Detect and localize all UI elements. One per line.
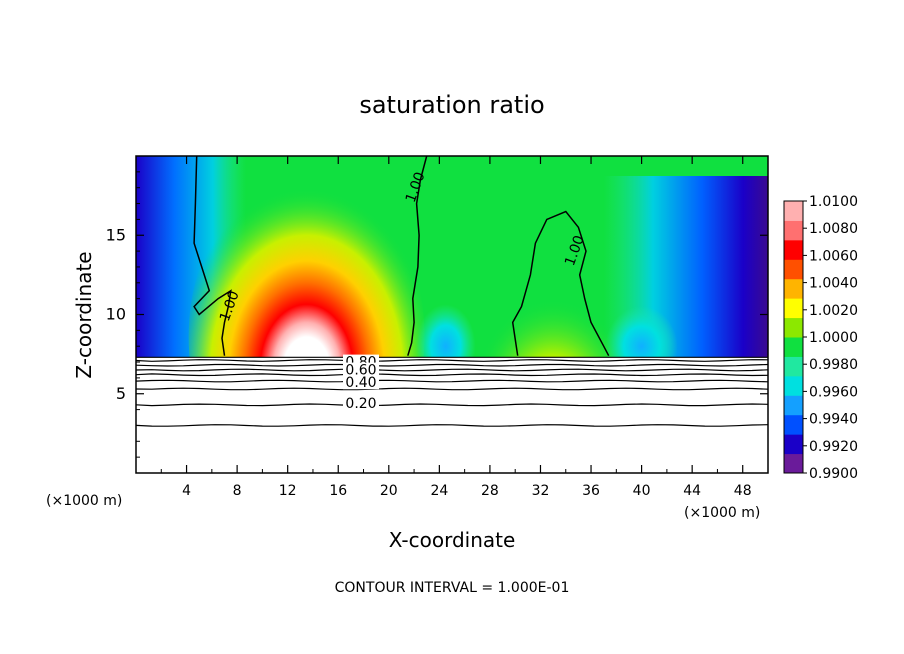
x-unit-right: (×1000 m) <box>684 505 760 521</box>
colorbar-swatch <box>784 220 803 241</box>
contour-label: 0.40 <box>345 375 376 391</box>
colorbar-swatch <box>784 337 803 357</box>
contour-label-bg <box>343 395 379 410</box>
x-tick-label: 12 <box>279 483 297 499</box>
colorbar-swatch <box>784 317 803 338</box>
contour-label-group: 0.40 <box>343 375 379 391</box>
colorbar-swatch <box>784 298 803 319</box>
contour-level-line <box>135 359 769 362</box>
contour-label: 0.20 <box>345 396 376 412</box>
colorbar: 1.0100 1.0080 1.0060 1.0040 1.0020 1.0000 0.99… <box>783 194 858 482</box>
main-plume <box>188 171 425 358</box>
x-tick-label: 44 <box>683 483 701 499</box>
contour-level-line <box>135 403 769 407</box>
contour-label: 0.60 <box>345 363 376 379</box>
x-tick-label: 4 <box>182 483 191 499</box>
colorbar-label: 1.0080 <box>809 221 858 237</box>
colorbar-swatch <box>784 375 803 396</box>
contour-line-1.00 <box>511 210 610 357</box>
colorbar-swatch <box>784 434 803 455</box>
contour-level-line <box>135 387 769 391</box>
colorbar-label: 1.0100 <box>809 194 858 210</box>
colorbar-swatch <box>784 356 803 377</box>
colorbar-swatch <box>784 259 803 280</box>
lower-background <box>136 357 768 473</box>
contour-level-line <box>135 379 769 383</box>
saturation-field <box>136 156 768 358</box>
colorbar-label: 1.0000 <box>809 330 858 346</box>
colorbar-label: 1.0060 <box>809 248 858 264</box>
colorbar-swatch <box>784 278 803 299</box>
contour-label-group: 0.20 <box>343 395 379 412</box>
colorbar-label: 0.9960 <box>809 384 858 400</box>
y-tick-label: 5 <box>116 384 126 403</box>
colorbar-label: 0.9980 <box>809 357 858 373</box>
x-tick-label: 32 <box>532 483 550 499</box>
x-axis: 4 8 12 16 20 24 28 32 36 40 44 48 <box>160 156 752 499</box>
colorbar-label: 0.9940 <box>809 412 858 428</box>
contour-interval-note: CONTOUR INTERVAL = 1.000E-01 <box>335 580 570 596</box>
x-tick-label: 24 <box>430 483 448 499</box>
secondary-plume <box>483 260 624 358</box>
colorbar-label: 1.0040 <box>809 276 858 292</box>
x-tick-label: 8 <box>233 483 242 499</box>
contour-level-line <box>135 424 769 427</box>
contour-label-bg <box>343 362 379 377</box>
colorbar-label: 1.0020 <box>809 303 858 319</box>
contour-line-1.00 <box>407 155 428 356</box>
x-axis-label: X-coordinate <box>389 528 516 552</box>
colorbar-swatch <box>784 414 803 435</box>
x-tick-label: 36 <box>582 483 600 499</box>
colorbar-swatch <box>784 239 803 260</box>
x-tick-label: 48 <box>734 483 752 499</box>
x-unit-left: (×1000 m) <box>46 493 122 509</box>
dry-patch-center <box>415 304 476 358</box>
contour-level-line <box>135 373 769 377</box>
x-tick-label: 40 <box>633 483 651 499</box>
x-tick-label: 20 <box>380 483 398 499</box>
colorbar-swatch <box>784 395 803 416</box>
contour-lines: 1.001.001.000.800.600.400.20 <box>193 155 610 412</box>
y-axis: 5 10 15 <box>106 171 768 458</box>
colorbar-swatch <box>784 201 803 221</box>
contour-label-group: 0.60 <box>343 362 379 379</box>
colorbar-label: 0.9920 <box>809 439 858 455</box>
lower-contour-region <box>135 356 769 473</box>
x-tick-label: 16 <box>329 483 347 499</box>
dry-patch-right <box>605 306 678 358</box>
contour-level-line <box>135 363 769 367</box>
x-tick-label: 28 <box>481 483 499 499</box>
colorbar-label: 0.9900 <box>809 466 858 482</box>
contour-line-1.00 <box>193 155 232 356</box>
colorbar-swatch <box>784 453 803 474</box>
y-tick-label: 10 <box>106 305 126 324</box>
contour-level-line <box>135 368 769 372</box>
chart-title: saturation ratio <box>359 91 544 119</box>
y-tick-label: 15 <box>106 225 126 244</box>
y-axis-label: Z-coordinate <box>72 251 96 378</box>
contour-label-bg <box>343 375 379 390</box>
